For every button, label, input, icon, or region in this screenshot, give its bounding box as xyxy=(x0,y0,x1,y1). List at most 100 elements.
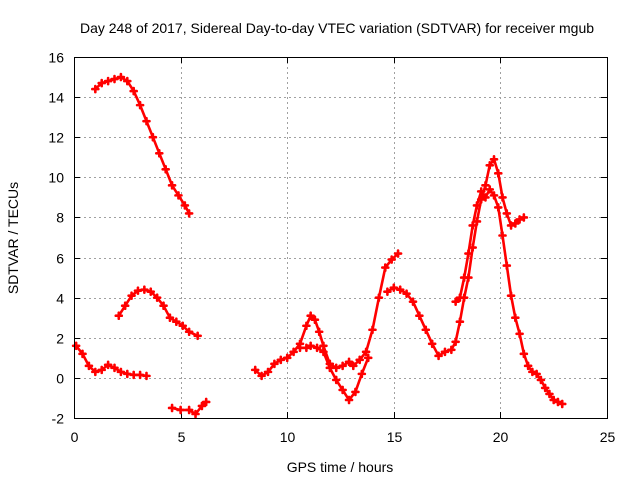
data-point xyxy=(312,343,322,353)
data-point xyxy=(389,283,399,292)
data-point xyxy=(493,203,503,212)
data-point xyxy=(489,154,499,164)
data-series xyxy=(71,72,567,419)
y-tick-label: 4 xyxy=(56,291,64,307)
data-point xyxy=(146,287,156,296)
data-point xyxy=(502,209,512,218)
y-tick-label: 16 xyxy=(48,50,64,66)
data-point xyxy=(331,363,341,373)
data-point xyxy=(167,181,177,190)
data-point xyxy=(540,383,550,393)
x-tick-label: 10 xyxy=(280,429,296,445)
series-line xyxy=(386,158,526,358)
data-point xyxy=(348,361,358,371)
data-point xyxy=(97,78,107,88)
data-point xyxy=(159,301,168,310)
data-point xyxy=(451,297,460,306)
data-point xyxy=(338,385,347,395)
data-point xyxy=(91,84,100,94)
data-point xyxy=(154,148,164,158)
data-point xyxy=(451,337,460,347)
data-point xyxy=(338,361,347,371)
data-point xyxy=(282,353,292,363)
data-point xyxy=(133,286,143,295)
data-point xyxy=(148,132,158,142)
data-point xyxy=(368,325,377,335)
data-point xyxy=(455,317,465,327)
data-point xyxy=(201,397,211,407)
data-point xyxy=(174,191,183,200)
data-point xyxy=(493,169,503,178)
data-point xyxy=(459,273,469,282)
data-point xyxy=(103,76,113,86)
data-point xyxy=(440,347,450,357)
data-point xyxy=(110,74,119,84)
data-point xyxy=(363,353,373,363)
series-arc-3 xyxy=(71,341,151,381)
data-point xyxy=(408,297,418,306)
data-point xyxy=(306,341,315,351)
x-tick-label: 25 xyxy=(600,429,616,445)
data-point xyxy=(180,201,190,210)
data-point xyxy=(498,193,507,202)
data-point xyxy=(172,317,181,327)
data-point xyxy=(532,369,541,379)
y-tick-label: 12 xyxy=(48,130,64,146)
data-point xyxy=(536,375,546,385)
data-point xyxy=(421,325,431,335)
data-point xyxy=(557,399,567,409)
data-point xyxy=(152,293,162,302)
data-point xyxy=(523,361,533,371)
data-point xyxy=(344,395,354,405)
data-point xyxy=(197,401,207,411)
data-point xyxy=(319,347,328,357)
data-point xyxy=(476,187,486,196)
y-tick-label: 2 xyxy=(56,331,64,347)
data-point xyxy=(142,371,151,381)
data-point xyxy=(485,161,495,170)
data-point xyxy=(295,343,305,353)
data-point xyxy=(427,339,437,349)
data-point xyxy=(468,221,477,230)
y-tick-label: 6 xyxy=(56,251,64,267)
data-point xyxy=(176,405,185,415)
data-point xyxy=(116,367,126,377)
data-point xyxy=(502,261,512,270)
data-point xyxy=(395,285,405,294)
series-arc-8 xyxy=(451,185,567,409)
x-tick-label: 0 xyxy=(71,429,79,445)
data-point xyxy=(455,293,465,302)
series-arc-5 xyxy=(250,249,403,381)
series-arc-6 xyxy=(295,341,373,405)
data-point xyxy=(351,387,360,397)
data-point xyxy=(250,365,260,375)
data-point xyxy=(361,347,371,357)
data-point xyxy=(402,289,411,298)
data-point xyxy=(78,349,87,359)
data-point xyxy=(306,311,315,321)
tick-labels: 0 5 10 15 20 25 -2 0 2 4 6 8 10 12 14 16 xyxy=(48,50,615,446)
data-point xyxy=(511,219,520,228)
data-point xyxy=(84,361,94,371)
data-point xyxy=(257,371,266,381)
data-point xyxy=(127,291,136,300)
data-point xyxy=(481,193,490,202)
data-point xyxy=(506,291,516,300)
series-arc-1 xyxy=(91,72,194,218)
data-point xyxy=(120,301,130,310)
data-point xyxy=(511,313,520,323)
data-point xyxy=(191,409,200,419)
data-point xyxy=(135,370,145,380)
data-point xyxy=(434,351,443,361)
data-point xyxy=(387,255,396,264)
x-axis-label: GPS time / hours xyxy=(287,459,394,475)
plot-border xyxy=(74,57,608,419)
data-point xyxy=(498,231,507,240)
grid xyxy=(74,57,607,418)
data-point xyxy=(393,249,403,258)
data-point xyxy=(114,311,124,321)
data-point xyxy=(289,347,298,357)
x-tick-label: 5 xyxy=(178,429,186,445)
data-point xyxy=(193,331,202,341)
